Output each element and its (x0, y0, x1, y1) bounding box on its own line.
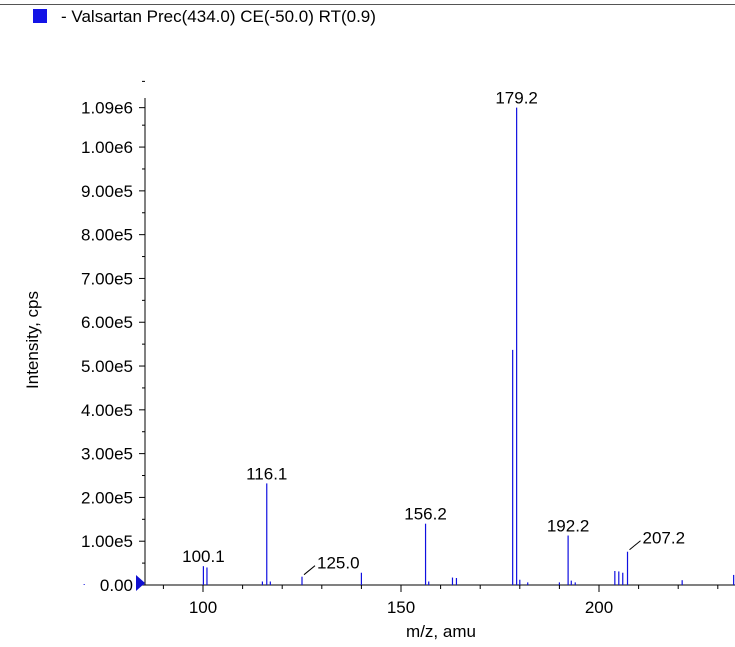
peak-label: 100.1 (182, 547, 225, 566)
y-tick-label: 7.00e5 (81, 269, 133, 288)
x-tick-label: 100 (189, 598, 217, 617)
baseline-marker (136, 575, 145, 591)
y-tick-label: 0.00 (100, 576, 133, 595)
peak-label: 207.2 (643, 529, 686, 548)
y-tick-label: 4.00e5 (81, 401, 133, 420)
y-axis-title: Intensity, cps (23, 291, 42, 389)
legend: - Valsartan Prec(434.0) CE(-50.0) RT(0.9… (33, 7, 376, 26)
x-axis-ticks: 100150200250300350 (162, 585, 719, 617)
x-tick-label: 200 (585, 598, 613, 617)
x-axis-title: m/z, amu (406, 622, 476, 641)
peak-label: 192.2 (547, 517, 590, 536)
y-tick-label: 6.00e5 (81, 313, 133, 332)
peak-label-leader (303, 565, 316, 576)
legend-swatch (33, 9, 47, 23)
legend-label: - Valsartan Prec(434.0) CE(-50.0) RT(0.9… (61, 7, 376, 26)
y-axis-ticks: 0.00 1.00e5 2.00e5 3.00e5 4.00e5 5.00e5 6.00e5… (81, 80, 145, 595)
peak-label: 156.2 (404, 505, 447, 524)
y-tick-label: 1.00e5 (81, 532, 133, 551)
y-tick-label: 8.00e5 (81, 226, 133, 245)
y-tick-label: 9.00e5 (81, 182, 133, 201)
peak-label: 179.2 (495, 89, 538, 108)
spectrum-peaks (83, 107, 735, 585)
plot-area: 0.00 1.00e5 2.00e5 3.00e5 4.00e5 5.00e5 6.00e5… (81, 80, 735, 617)
peak-label: 125.0 (317, 554, 360, 573)
y-tick-label: 1.00e6 (81, 138, 133, 157)
y-tick-label: 2.00e5 (81, 488, 133, 507)
peak-label: 116.1 (246, 464, 287, 483)
y-tick-label: 3.00e5 (81, 445, 133, 464)
y-tick-label: 5.00e5 (81, 357, 133, 376)
peak-label-leader (629, 540, 641, 551)
peak-labels: 100.1116.1125.0156.2179.2192.2207.2276.3… (182, 89, 686, 576)
x-tick-label: 150 (387, 598, 415, 617)
y-tick-label: 1.09e6 (81, 99, 133, 118)
